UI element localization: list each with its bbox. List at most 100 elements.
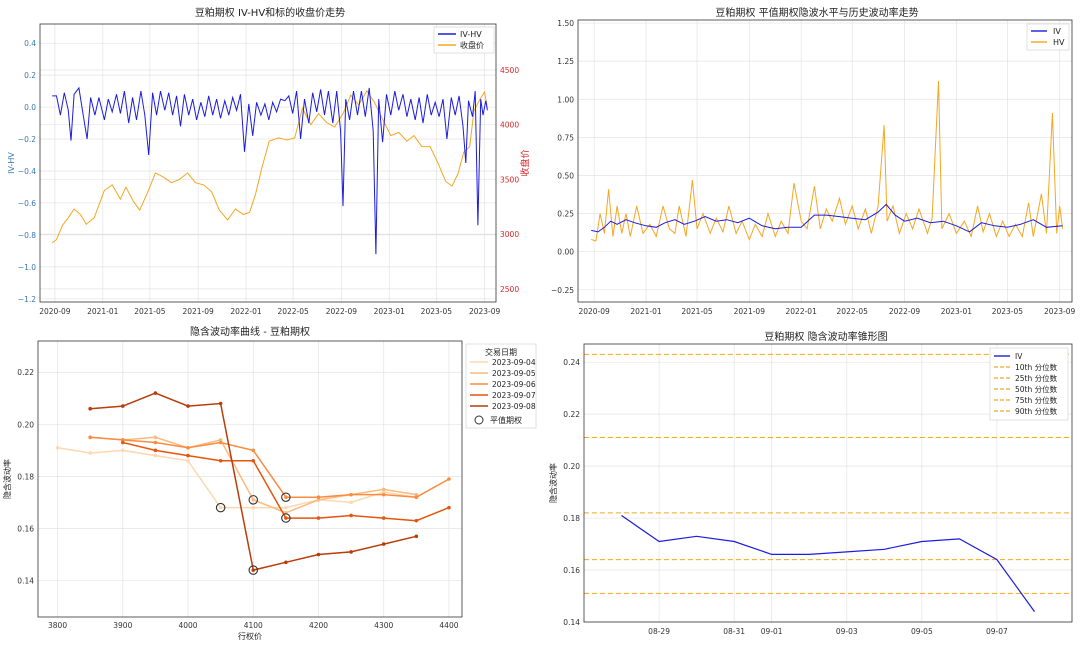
chart2-x-tick-label: 2023-05 [992, 307, 1024, 316]
chart3-point [284, 560, 288, 565]
chart3-atm-marker [248, 565, 259, 575]
chart3-point [316, 552, 321, 557]
chart4-x-tick-label: 09-03 [836, 627, 858, 636]
chart4-title: 豆粕期权 隐含波动率锥形图 [764, 330, 887, 343]
chart1-y2-tick-label: 3000 [500, 230, 519, 239]
chart1-y-tick-label: −1.2 [18, 295, 36, 304]
chart3-point [121, 438, 125, 442]
chart3-point [153, 453, 158, 458]
chart1-frame [39, 23, 497, 303]
chart3-legend-items: 2023-09-04 2023-09-05 2023-09-06 2023-09-07… [470, 358, 536, 411]
chart3-point [121, 440, 125, 445]
chart4-y-tick-label: 0.16 [563, 566, 580, 575]
chart3-title: 隐含波动率曲线 - 豆粕期权 [190, 325, 310, 338]
chart1-x-tick-label: 2022-05 [277, 307, 309, 316]
chart1-x-tick-label: 2021-09 [182, 307, 214, 316]
chart4-y-tick-label: 0.20 [563, 462, 580, 471]
chart4-y-tick-label: 0.18 [563, 514, 580, 523]
chart1-x-tick-label: 2022-09 [326, 307, 358, 316]
chart3-point [447, 477, 451, 481]
chart2-legend-label-iv: IV [1053, 27, 1061, 36]
chart4-x-tick-label: 09-01 [761, 627, 783, 636]
chart3-atm-marker [248, 495, 259, 505]
chart3-point [316, 516, 321, 520]
chart3-legend-title: 交易日期 [485, 347, 517, 357]
chart1-x-tick-label: 2022-01 [230, 307, 262, 316]
chart3-point [414, 492, 419, 497]
chart3-point [447, 505, 451, 510]
chart4-legend-label: IV [1015, 352, 1023, 361]
chart4-frame [583, 343, 1073, 623]
chart3-point [349, 500, 353, 505]
chart1-x-tick-label: 2020-09 [39, 307, 71, 316]
chart4-y-tick-label: 0.24 [563, 358, 580, 367]
chart2-legend-label-hv: HV [1053, 38, 1065, 47]
chart3-point [349, 550, 353, 554]
chart3-point [251, 498, 256, 502]
chart4-iv-line [621, 515, 1035, 612]
chart3-smile-line [57, 447, 417, 509]
chart3-point [55, 445, 60, 450]
chart3-x-ticks: 3800 3900 4000 4100 4200 4300 4400 [48, 621, 459, 630]
chart3-point [88, 435, 92, 440]
chart2-x-tick-label: 2021-09 [734, 307, 766, 316]
chart3-legend-label: 2023-09-05 [492, 369, 536, 378]
chart3-point [186, 458, 190, 463]
panel-ivhv-close: 豆粕期权 IV-HV和标的收盘价走势 −1.2−1.0−0.8−0.6−0.4−… [7, 6, 531, 316]
chart1-ivhv-line [52, 86, 488, 255]
chart3-point [349, 513, 353, 518]
chart3-y-tick-label: 0.14 [17, 577, 34, 586]
chart3-point [284, 516, 288, 520]
chart4-ylabel: 隐含波动率 [548, 463, 558, 503]
chart2-x-tick-label: 2022-05 [837, 307, 869, 316]
chart3-point [88, 451, 92, 455]
chart1-y-tick-label: −0.6 [18, 199, 36, 208]
chart3-point [218, 440, 223, 445]
chart3-y-tick-label: 0.20 [17, 420, 34, 429]
chart3-point [218, 458, 223, 463]
chart2-x-tick-label: 2022-09 [889, 307, 921, 316]
chart3-point [153, 448, 158, 453]
chart3-point [381, 492, 386, 497]
chart3-point [349, 492, 353, 497]
chart1-x-ticks: 2020-09 2021-01 2021-05 2021-09 2022-01 2022-… [39, 307, 500, 316]
chart3-x-tick-label: 3800 [48, 621, 67, 630]
chart3-legend-atm-marker [474, 415, 484, 425]
chart1-y2-tick-label: 4000 [500, 121, 519, 130]
chart2-grid [578, 20, 1072, 302]
chart2-frame [577, 19, 1073, 303]
chart1-grid [40, 24, 496, 302]
chart3-point [316, 495, 321, 500]
chart3-point [218, 438, 223, 442]
chart1-y2-tick-label: 2500 [500, 285, 519, 294]
chart2-y-tick-label: 0.25 [557, 210, 574, 219]
panel-iv-hv: 豆粕期权 平值期权隐波水平与历史波动率走势 −0.25 0.00 0.25 0.50 0… [551, 6, 1076, 316]
chart3-point [251, 458, 256, 463]
chart3-point [121, 404, 125, 408]
chart1-y-tick-label: −1.0 [18, 263, 36, 272]
chart1-y-ticks: −1.2 −1.0 −0.8 −0.6 −0.4 −0.2 0.0 0.2 0.4 [18, 39, 36, 304]
chart2-x-tick-label: 2023-09 [1044, 307, 1076, 316]
chart3-ylabel: 隐含波动率 [2, 459, 12, 499]
chart3-point [251, 568, 256, 572]
chart4-y-tick-label: 0.14 [563, 618, 580, 627]
chart3-legend-label: 2023-09-07 [492, 391, 536, 400]
panel-iv-cone: 豆粕期权 隐含波动率锥形图 0.14 0.16 0.18 0.20 0.22 0.24 0… [548, 330, 1073, 636]
chart1-ylabel: IV-HV [7, 152, 16, 174]
chart3-x-tick-label: 4000 [178, 621, 197, 630]
chart4-x-tick-label: 09-07 [986, 627, 1008, 636]
chart3-series [55, 391, 451, 575]
chart3-legend: 交易日期 2023-09-042023-09-052023-09-062023-… [465, 343, 537, 429]
chart1-title: 豆粕期权 IV-HV和标的收盘价走势 [195, 6, 345, 19]
chart4-x-tick-label: 08-29 [648, 627, 670, 636]
chart3-point [88, 406, 92, 411]
panel-iv-smile: 隐含波动率曲线 - 豆粕期权 0.14 0.16 0.18 0.20 0.22 3800… [2, 325, 537, 641]
chart1-x-tick-label: 2023-09 [469, 307, 501, 316]
chart1-legend-label-ivhv: IV-HV [460, 30, 482, 39]
chart3-y-tick-label: 0.22 [17, 368, 34, 377]
chart4-legend-label: 90th 分位数 [1015, 406, 1058, 416]
chart4-legend-label: 10th 分位数 [1015, 362, 1058, 372]
chart4-y-tick-label: 0.22 [563, 410, 580, 419]
